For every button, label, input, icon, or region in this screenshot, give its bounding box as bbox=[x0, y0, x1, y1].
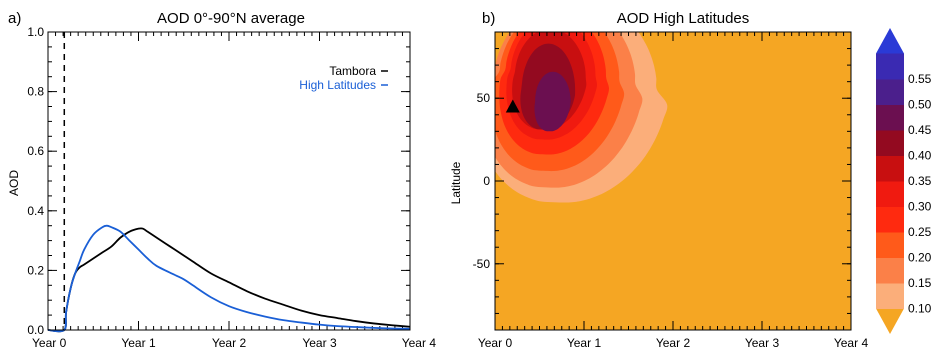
aod-contour-level-0-45 bbox=[534, 71, 571, 132]
panel-a-label: a) bbox=[8, 10, 21, 27]
colorbar-band bbox=[876, 155, 904, 182]
panel-a-y-tick-label: 0.8 bbox=[27, 85, 44, 99]
panel-a-x-tick-label: Year 3 bbox=[302, 336, 337, 350]
panel-b-x-tick-label: Year 4 bbox=[834, 336, 869, 350]
panel-a-y-tick-label: 1.0 bbox=[27, 25, 44, 39]
panel-b-x-tick-label: Year 2 bbox=[656, 336, 691, 350]
colorbar-band bbox=[876, 232, 904, 258]
colorbar-tick-label: 0.15 bbox=[908, 276, 932, 290]
eruption-marker-triangle bbox=[505, 99, 520, 113]
panel-a-ylabel: AOD bbox=[7, 170, 21, 196]
colorbar-tick-label: 0.55 bbox=[908, 72, 932, 86]
panel-a-series bbox=[47, 32, 411, 333]
panel-b-y-tick-label: 50 bbox=[477, 91, 491, 105]
colorbar-band bbox=[876, 257, 904, 284]
colorbar-tick-label: 0.25 bbox=[908, 225, 932, 239]
panel-a-x-tick-label: Year 4 bbox=[402, 336, 437, 350]
panel-a-y-tick-label: 0.0 bbox=[27, 323, 44, 337]
colorbar-tick-label: 0.20 bbox=[908, 251, 932, 265]
panel-a-aod-average: a) AOD 0°-90°N average AOD 0.0 0.2 0.4 0.6 0… bbox=[7, 10, 436, 350]
panel-a-x-tick-label: Year 1 bbox=[121, 336, 156, 350]
panel-a-y-tick-label: 0.4 bbox=[27, 204, 44, 218]
panel-b-label: b) bbox=[482, 10, 495, 27]
panel-a-title: AOD 0°-90°N average bbox=[157, 10, 305, 27]
panel-b-x-tick-label: Year 3 bbox=[745, 336, 780, 350]
panel-b-x-tick-label: Year 1 bbox=[567, 336, 602, 350]
panel-b-ticks: -50 0 50 Year 0 Year 1 Year 2 Year 3 Year 4 bbox=[473, 31, 869, 350]
colorbar-band bbox=[876, 206, 904, 233]
colorbar-band-top bbox=[876, 28, 904, 54]
colorbar-tick-label: 0.50 bbox=[908, 98, 932, 112]
panel-b-high-latitudes: b) AOD High Latitudes Latitude -50 0 50 Yea… bbox=[449, 10, 869, 350]
colorbar: 0.10 0.15 0.20 0.25 0.30 0.35 0.40 0.45 0.50 0.55 bbox=[876, 28, 932, 334]
series-line-high-latitudes bbox=[47, 224, 411, 333]
legend-entry-tambora: Tambora bbox=[329, 64, 376, 78]
panel-b-title: AOD High Latitudes bbox=[617, 10, 750, 27]
panel-a-x-tick-label: Year 0 bbox=[32, 336, 67, 350]
panel-b-ylabel: Latitude bbox=[449, 161, 463, 204]
panel-a-y-tick-label: 0.2 bbox=[27, 263, 44, 277]
panel-b-x-tick-label: Year 0 bbox=[478, 336, 513, 350]
colorbar-tick-label: 0.45 bbox=[908, 123, 932, 137]
panel-b-frame bbox=[494, 31, 852, 331]
colorbar-band-bottom bbox=[876, 308, 904, 334]
colorbar-band bbox=[876, 283, 904, 309]
colorbar-tick-label: 0.10 bbox=[908, 302, 932, 316]
colorbar-tick-label: 0.35 bbox=[908, 174, 932, 188]
colorbar-tick-label: 0.40 bbox=[908, 149, 932, 163]
colorbar-band bbox=[876, 79, 904, 105]
panel-a-y-tick-label: 0.6 bbox=[27, 144, 44, 158]
aod-contour-field bbox=[495, 32, 851, 330]
panel-b-y-tick-label: -50 bbox=[473, 257, 491, 271]
panel-b-y-tick-label: 0 bbox=[483, 174, 490, 188]
legend: Tambora High Latitudes bbox=[299, 64, 388, 92]
colorbar-band bbox=[876, 104, 904, 131]
panel-a-frame bbox=[47, 31, 411, 331]
colorbar-band bbox=[876, 130, 904, 156]
panel-a-x-tick-label: Year 2 bbox=[212, 336, 247, 350]
colorbar-band bbox=[876, 181, 904, 207]
legend-entry-high-latitudes: High Latitudes bbox=[299, 78, 376, 92]
colorbar-band bbox=[876, 53, 904, 80]
series-line-tambora bbox=[47, 227, 411, 333]
colorbar-tick-label: 0.30 bbox=[908, 200, 932, 214]
